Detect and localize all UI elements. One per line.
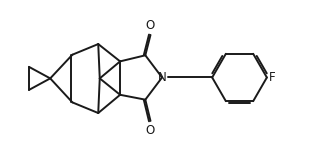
Text: F: F [269, 71, 276, 84]
Text: O: O [146, 19, 155, 32]
Text: N: N [158, 71, 167, 84]
Text: O: O [146, 124, 155, 137]
